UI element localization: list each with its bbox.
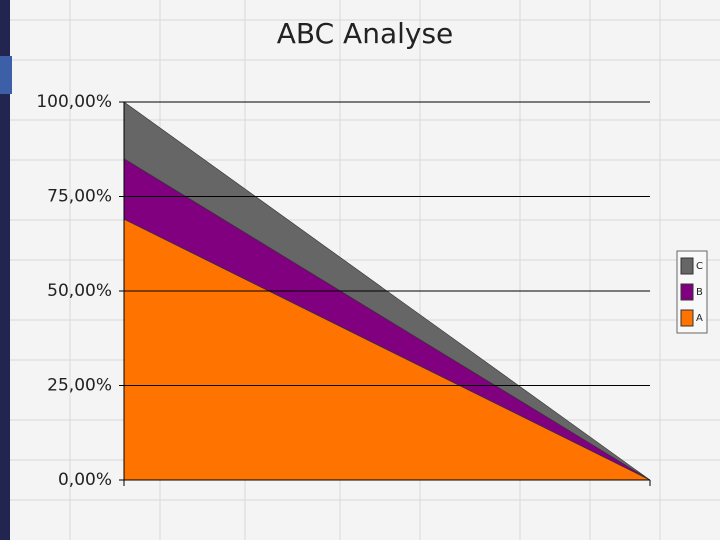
y-tick-label: 0,00%	[58, 470, 112, 490]
y-tick-label: 100,00%	[36, 92, 112, 112]
chart-title: ABC Analyse	[277, 17, 454, 50]
legend-label: A	[696, 313, 703, 324]
legend-swatch	[680, 309, 694, 327]
legend-swatch	[680, 257, 694, 275]
legend-label: B	[696, 287, 703, 298]
legend-label: C	[696, 261, 703, 272]
y-tick-label: 50,00%	[47, 281, 112, 301]
y-tick-label: 75,00%	[47, 187, 112, 207]
legend-swatch	[680, 283, 694, 301]
side-bar	[0, 0, 10, 540]
side-bar-accent	[0, 56, 12, 94]
y-tick-label: 25,00%	[47, 376, 112, 396]
